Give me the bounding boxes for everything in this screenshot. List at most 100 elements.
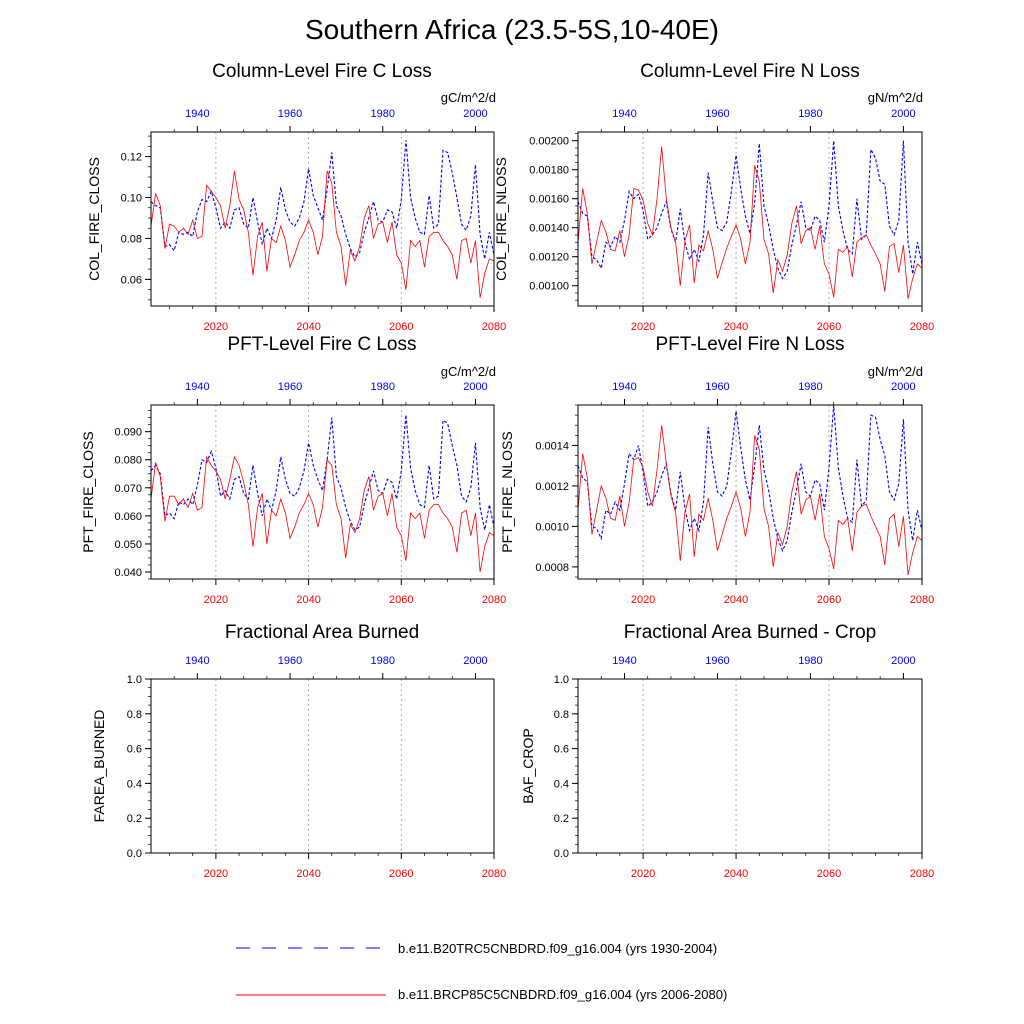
panel-title-col-fire-c: Column-Level Fire C Loss xyxy=(212,61,432,82)
series-line-future-col-fire-n xyxy=(577,146,923,299)
y-tick-label-pft-fire-c: 0.070 xyxy=(114,483,142,495)
y-tick-label-area-burned-crop: 0.2 xyxy=(554,813,569,825)
x-tick-label-historical-area-burned: 1980 xyxy=(371,655,395,667)
x-tick-label-future-area-burned: 2040 xyxy=(296,868,320,880)
panel-title-col-fire-n: Column-Level Fire N Loss xyxy=(640,61,860,82)
y-tick-label-pft-fire-c: 0.080 xyxy=(114,455,142,467)
y-tick-label-col-fire-c: 0.06 xyxy=(121,274,142,286)
x-tick-label-future-col-fire-n: 2060 xyxy=(817,321,841,333)
x-tick-label-future-col-fire-c: 2080 xyxy=(482,321,506,333)
y-axis-label-area-burned-crop: BAF_CROP xyxy=(520,728,536,803)
x-tick-label-future-pft-fire-n: 2020 xyxy=(631,594,655,606)
y-tick-label-pft-fire-n: 0.0014 xyxy=(535,440,569,452)
panel-title-pft-fire-n: PFT-Level Fire N Loss xyxy=(655,334,845,355)
series-line-future-col-fire-c xyxy=(150,170,495,298)
x-tick-label-future-pft-fire-c: 2060 xyxy=(389,594,413,606)
y-tick-label-area-burned-crop: 0.8 xyxy=(554,709,569,721)
x-tick-label-historical-col-fire-c: 2000 xyxy=(463,108,487,120)
x-tick-label-future-area-burned-crop: 2020 xyxy=(631,868,655,880)
y-tick-label-col-fire-c: 0.10 xyxy=(121,193,142,205)
y-tick-label-col-fire-c: 0.08 xyxy=(121,233,142,245)
plot-frame-col-fire-n xyxy=(577,131,923,307)
x-tick-label-historical-pft-fire-n: 1960 xyxy=(705,381,729,393)
y-tick-label-col-fire-n: 0.00180 xyxy=(529,165,569,177)
x-tick-label-future-area-burned: 2060 xyxy=(389,868,413,880)
x-tick-label-historical-col-fire-c: 1960 xyxy=(278,108,302,120)
x-tick-label-future-col-fire-n: 2080 xyxy=(910,321,934,333)
x-tick-label-historical-area-burned-crop: 1960 xyxy=(705,655,729,667)
series-line-future-pft-fire-c xyxy=(150,455,495,573)
x-tick-label-historical-col-fire-n: 2000 xyxy=(891,108,915,120)
x-tick-label-historical-pft-fire-n: 1980 xyxy=(798,381,822,393)
x-tick-label-historical-col-fire-n: 1960 xyxy=(705,108,729,120)
y-tick-label-pft-fire-n: 0.0010 xyxy=(535,521,569,533)
x-tick-label-historical-area-burned-crop: 1940 xyxy=(612,655,636,667)
x-tick-label-historical-pft-fire-c: 1980 xyxy=(371,381,395,393)
x-tick-label-future-area-burned-crop: 2040 xyxy=(724,868,748,880)
y-tick-label-pft-fire-c: 0.090 xyxy=(114,427,142,439)
x-tick-label-historical-area-burned-crop: 2000 xyxy=(891,655,915,667)
y-axis-label-pft-fire-n: PFT_FIRE_NLOSS xyxy=(499,431,515,552)
x-tick-label-historical-pft-fire-c: 1960 xyxy=(278,381,302,393)
x-tick-label-historical-pft-fire-n: 2000 xyxy=(891,381,915,393)
x-tick-label-future-area-burned-crop: 2080 xyxy=(910,868,934,880)
x-tick-label-historical-pft-fire-n: 1940 xyxy=(612,381,636,393)
y-tick-label-col-fire-n: 0.00200 xyxy=(529,136,569,148)
y-tick-label-area-burned: 0.8 xyxy=(127,709,142,721)
series-line-historical-pft-fire-n xyxy=(577,404,923,553)
x-tick-label-future-area-burned: 2020 xyxy=(204,868,228,880)
y-tick-label-area-burned-crop: 0.6 xyxy=(554,744,569,756)
y-tick-label-area-burned: 0.4 xyxy=(127,778,142,790)
x-tick-label-future-col-fire-n: 2040 xyxy=(724,321,748,333)
y-tick-label-col-fire-n: 0.00120 xyxy=(529,252,569,264)
x-tick-label-historical-pft-fire-c: 1940 xyxy=(185,381,209,393)
y-tick-label-area-burned: 1.0 xyxy=(127,674,142,686)
plot-frame-pft-fire-c xyxy=(150,404,495,580)
series-line-historical-col-fire-c xyxy=(150,140,495,260)
x-tick-label-future-col-fire-c: 2040 xyxy=(296,321,320,333)
y-axis-label-area-burned: FAREA_BURNED xyxy=(91,710,107,823)
x-tick-label-future-pft-fire-n: 2040 xyxy=(724,594,748,606)
series-line-historical-col-fire-n xyxy=(577,140,923,280)
x-tick-label-historical-col-fire-c: 1940 xyxy=(185,108,209,120)
x-tick-label-historical-area-burned: 2000 xyxy=(463,655,487,667)
y-tick-label-area-burned: 0.0 xyxy=(127,848,142,860)
y-tick-label-area-burned: 0.2 xyxy=(127,813,142,825)
x-tick-label-historical-area-burned-crop: 1980 xyxy=(798,655,822,667)
series-line-future-pft-fire-n xyxy=(577,425,923,576)
x-tick-label-future-area-burned-crop: 2060 xyxy=(817,868,841,880)
x-tick-label-future-area-burned: 2080 xyxy=(482,868,506,880)
x-tick-label-historical-col-fire-n: 1940 xyxy=(612,108,636,120)
y-tick-label-col-fire-c: 0.12 xyxy=(121,152,142,164)
x-tick-label-future-col-fire-n: 2020 xyxy=(631,321,655,333)
y-tick-label-pft-fire-n: 0.0008 xyxy=(535,562,569,574)
units-label-pft-fire-c: gC/m^2/d xyxy=(440,364,496,379)
y-tick-label-area-burned-crop: 1.0 xyxy=(554,674,569,686)
x-tick-label-historical-col-fire-c: 1980 xyxy=(371,108,395,120)
units-label-col-fire-n: gN/m^2/d xyxy=(867,90,923,105)
page-title: Southern Africa (23.5-5S,10-40E) xyxy=(304,14,719,45)
panel-title-area-burned: Fractional Area Burned xyxy=(224,622,420,643)
units-label-col-fire-c: gC/m^2/d xyxy=(440,90,496,105)
y-axis-label-col-fire-n: COL_FIRE_NLOSS xyxy=(493,157,509,281)
y-tick-label-pft-fire-n: 0.0012 xyxy=(535,481,569,493)
plot-frame-col-fire-c xyxy=(150,131,495,307)
y-tick-label-col-fire-n: 0.00140 xyxy=(529,223,569,235)
series-line-historical-pft-fire-c xyxy=(150,414,495,531)
y-tick-label-area-burned-crop: 0.4 xyxy=(554,778,569,790)
units-label-pft-fire-n: gN/m^2/d xyxy=(867,364,923,379)
y-axis-label-pft-fire-c: PFT_FIRE_CLOSS xyxy=(80,431,96,552)
x-tick-label-future-col-fire-c: 2020 xyxy=(204,321,228,333)
plot-frame-area-burned xyxy=(150,678,495,854)
panel-title-pft-fire-c: PFT-Level Fire C Loss xyxy=(227,334,417,355)
plot-frame-area-burned-crop xyxy=(577,678,923,854)
x-tick-label-future-pft-fire-n: 2060 xyxy=(817,594,841,606)
x-tick-label-future-pft-fire-c: 2080 xyxy=(482,594,506,606)
y-axis-label-col-fire-c: COL_FIRE_CLOSS xyxy=(86,157,102,281)
x-tick-label-future-pft-fire-n: 2080 xyxy=(910,594,934,606)
x-tick-label-future-col-fire-c: 2060 xyxy=(389,321,413,333)
y-tick-label-area-burned: 0.6 xyxy=(127,744,142,756)
legend-label-historical: b.e11.B20TRC5CNBDRD.f09_g16.004 (yrs 193… xyxy=(398,941,718,956)
y-tick-label-pft-fire-c: 0.040 xyxy=(114,567,142,579)
